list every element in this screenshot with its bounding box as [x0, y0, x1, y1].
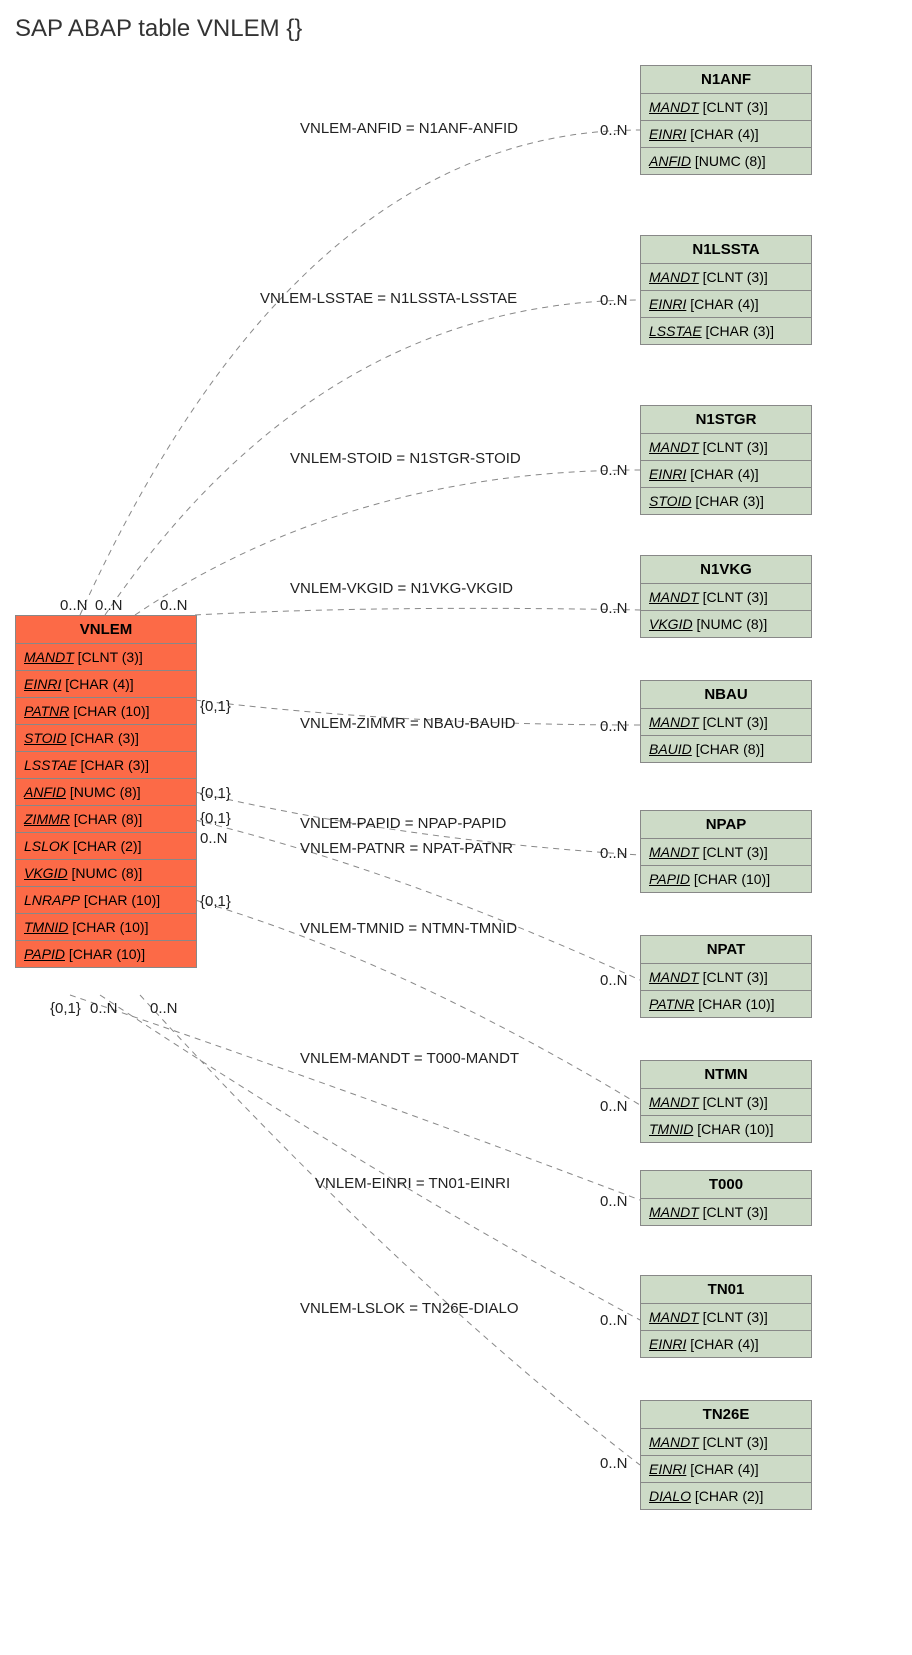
entity-n1lssta: N1LSSTA MANDT [CLNT (3)] EINRI [CHAR (4)…	[640, 235, 812, 345]
entity-vnlem: VNLEM MANDT [CLNT (3)] EINRI [CHAR (4)] …	[15, 615, 197, 968]
field-row: MANDT [CLNT (3)]	[641, 964, 811, 991]
edge-label: VNLEM-VKGID = N1VKG-VKGID	[290, 580, 513, 597]
entity-header: VNLEM	[16, 616, 196, 644]
field-row: BAUID [CHAR (8)]	[641, 736, 811, 762]
card-left: {0,1}	[200, 698, 231, 715]
entity-header: T000	[641, 1171, 811, 1199]
field-row: MANDT [CLNT (3)]	[641, 1304, 811, 1331]
field-row: MANDT [CLNT (3)]	[641, 94, 811, 121]
field-row: ANFID [NUMC (8)]	[641, 148, 811, 174]
entity-tn26e: TN26E MANDT [CLNT (3)] EINRI [CHAR (4)] …	[640, 1400, 812, 1510]
card-left: 0..N	[200, 830, 228, 847]
edge-label: VNLEM-EINRI = TN01-EINRI	[315, 1175, 510, 1192]
entity-ntmn: NTMN MANDT [CLNT (3)] TMNID [CHAR (10)]	[640, 1060, 812, 1143]
card-left: 0..N	[160, 597, 188, 614]
edge-label: VNLEM-LSSTAE = N1LSSTA-LSSTAE	[260, 290, 517, 307]
field-row: LSSTAE [CHAR (3)]	[16, 752, 196, 779]
field-row: MANDT [CLNT (3)]	[641, 264, 811, 291]
field-row: EINRI [CHAR (4)]	[641, 291, 811, 318]
entity-n1vkg: N1VKG MANDT [CLNT (3)] VKGID [NUMC (8)]	[640, 555, 812, 638]
card-right: 0..N	[600, 718, 628, 735]
card-right: 0..N	[600, 1193, 628, 1210]
field-row: MANDT [CLNT (3)]	[641, 434, 811, 461]
entity-header: NTMN	[641, 1061, 811, 1089]
entity-npat: NPAT MANDT [CLNT (3)] PATNR [CHAR (10)]	[640, 935, 812, 1018]
edge-label: VNLEM-ZIMMR = NBAU-BAUID	[300, 715, 515, 732]
edge-label: VNLEM-MANDT = T000-MANDT	[300, 1050, 519, 1067]
edge-label: VNLEM-PATNR = NPAT-PATNR	[300, 840, 513, 857]
entity-header: NBAU	[641, 681, 811, 709]
edge-label: VNLEM-ANFID = N1ANF-ANFID	[300, 120, 518, 137]
field-row: STOID [CHAR (3)]	[16, 725, 196, 752]
card-right: 0..N	[600, 1312, 628, 1329]
card-right: 0..N	[600, 122, 628, 139]
entity-header: NPAP	[641, 811, 811, 839]
field-row: ZIMMR [CHAR (8)]	[16, 806, 196, 833]
card-left: {0,1}	[200, 785, 231, 802]
field-row: PATNR [CHAR (10)]	[16, 698, 196, 725]
field-row: LSLOK [CHAR (2)]	[16, 833, 196, 860]
card-left: {0,1}	[50, 1000, 81, 1017]
field-row: TMNID [CHAR (10)]	[16, 914, 196, 941]
card-right: 0..N	[600, 845, 628, 862]
entity-n1anf: N1ANF MANDT [CLNT (3)] EINRI [CHAR (4)] …	[640, 65, 812, 175]
entity-header: N1STGR	[641, 406, 811, 434]
card-left: 0..N	[90, 1000, 118, 1017]
field-row: LNRAPP [CHAR (10)]	[16, 887, 196, 914]
card-right: 0..N	[600, 972, 628, 989]
field-row: MANDT [CLNT (3)]	[641, 1199, 811, 1225]
entity-header: N1VKG	[641, 556, 811, 584]
field-row: VKGID [NUMC (8)]	[641, 611, 811, 637]
field-row: PATNR [CHAR (10)]	[641, 991, 811, 1017]
field-row: EINRI [CHAR (4)]	[641, 1456, 811, 1483]
field-row: TMNID [CHAR (10)]	[641, 1116, 811, 1142]
field-row: MANDT [CLNT (3)]	[16, 644, 196, 671]
entity-nbau: NBAU MANDT [CLNT (3)] BAUID [CHAR (8)]	[640, 680, 812, 763]
entity-tn01: TN01 MANDT [CLNT (3)] EINRI [CHAR (4)]	[640, 1275, 812, 1358]
field-row: VKGID [NUMC (8)]	[16, 860, 196, 887]
entity-header: N1ANF	[641, 66, 811, 94]
field-row: MANDT [CLNT (3)]	[641, 709, 811, 736]
field-row: EINRI [CHAR (4)]	[641, 1331, 811, 1357]
field-row: ANFID [NUMC (8)]	[16, 779, 196, 806]
field-row: DIALO [CHAR (2)]	[641, 1483, 811, 1509]
edge-label: VNLEM-STOID = N1STGR-STOID	[290, 450, 521, 467]
field-row: STOID [CHAR (3)]	[641, 488, 811, 514]
entity-header: TN26E	[641, 1401, 811, 1429]
card-right: 0..N	[600, 1455, 628, 1472]
card-right: 0..N	[600, 292, 628, 309]
entity-npap: NPAP MANDT [CLNT (3)] PAPID [CHAR (10)]	[640, 810, 812, 893]
entity-n1stgr: N1STGR MANDT [CLNT (3)] EINRI [CHAR (4)]…	[640, 405, 812, 515]
card-left: 0..N	[60, 597, 88, 614]
entity-header: NPAT	[641, 936, 811, 964]
card-left: {0,1}	[200, 810, 231, 827]
card-right: 0..N	[600, 462, 628, 479]
field-row: MANDT [CLNT (3)]	[641, 584, 811, 611]
field-row: PAPID [CHAR (10)]	[16, 941, 196, 967]
card-left: 0..N	[150, 1000, 178, 1017]
field-row: EINRI [CHAR (4)]	[641, 461, 811, 488]
field-row: EINRI [CHAR (4)]	[16, 671, 196, 698]
entity-t000: T000 MANDT [CLNT (3)]	[640, 1170, 812, 1226]
edge-label: VNLEM-PAPID = NPAP-PAPID	[300, 815, 506, 832]
edge-label: VNLEM-TMNID = NTMN-TMNID	[300, 920, 517, 937]
entity-header: N1LSSTA	[641, 236, 811, 264]
entity-header: TN01	[641, 1276, 811, 1304]
field-row: MANDT [CLNT (3)]	[641, 1429, 811, 1456]
card-left: 0..N	[95, 597, 123, 614]
card-right: 0..N	[600, 600, 628, 617]
field-row: LSSTAE [CHAR (3)]	[641, 318, 811, 344]
field-row: MANDT [CLNT (3)]	[641, 1089, 811, 1116]
card-right: 0..N	[600, 1098, 628, 1115]
edge-label: VNLEM-LSLOK = TN26E-DIALO	[300, 1300, 519, 1317]
field-row: EINRI [CHAR (4)]	[641, 121, 811, 148]
field-row: PAPID [CHAR (10)]	[641, 866, 811, 892]
field-row: MANDT [CLNT (3)]	[641, 839, 811, 866]
card-left: {0,1}	[200, 893, 231, 910]
